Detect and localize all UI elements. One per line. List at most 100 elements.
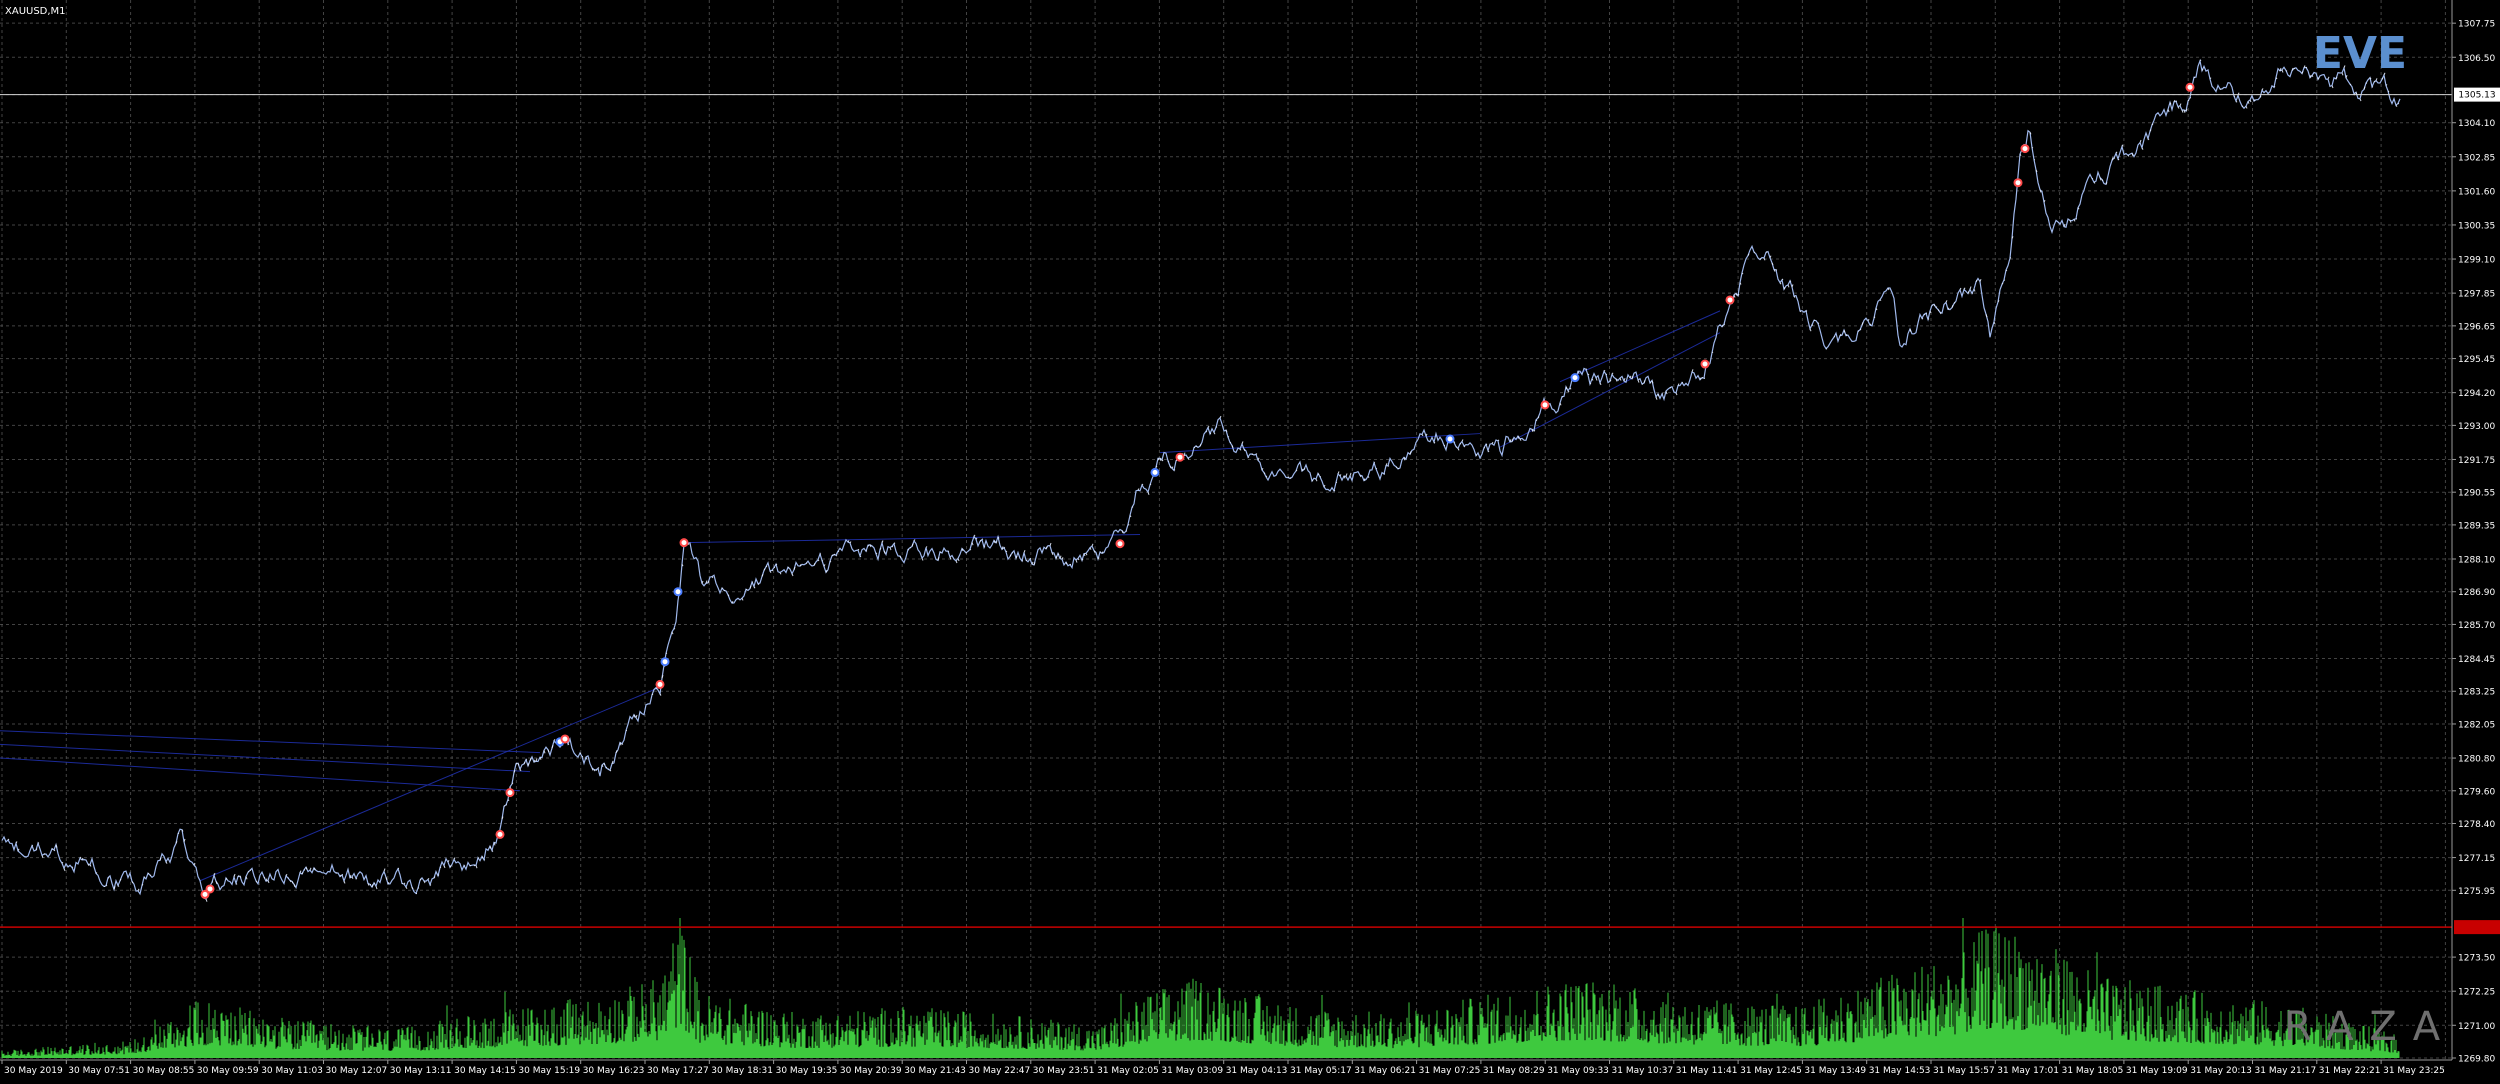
time-tick-label: 30 May 23:51 <box>1033 1066 1095 1076</box>
signal-marker <box>200 889 210 899</box>
trend-line <box>0 743 531 773</box>
price-tick-label: 1299.10 <box>2458 256 2495 266</box>
watermark-eve: EVE <box>2313 28 2407 79</box>
signal-marker <box>560 734 570 744</box>
time-tick-label: 30 May 07:51 <box>68 1066 130 1076</box>
time-tick-label: 30 May 18:31 <box>711 1066 773 1076</box>
price-tick-label: 1302.85 <box>2458 153 2495 163</box>
time-tick-label: 31 May 17:01 <box>1997 1066 2059 1076</box>
signal-marker <box>2020 144 2030 154</box>
time-tick-label: 31 May 12:45 <box>1740 1066 1802 1076</box>
time-tick-label: 31 May 09:33 <box>1547 1066 1609 1076</box>
price-tick-label: 1289.35 <box>2458 521 2495 531</box>
time-axis-labels: 30 May 2019 30 May 07:51 30 May 08:55 30 Ma… <box>1 1060 2445 1076</box>
price-tick-label: 1277.15 <box>2458 854 2495 864</box>
signal-marker <box>673 587 683 597</box>
price-tick-label: 1290.55 <box>2458 489 2495 499</box>
signal-marker <box>1175 452 1185 462</box>
time-tick-label: 30 May 21:43 <box>904 1066 966 1076</box>
time-tick-label: 31 May 05:17 <box>1290 1066 1352 1076</box>
time-tick-label: 30 May 20:39 <box>840 1066 902 1076</box>
price-tick-label: 1294.20 <box>2458 389 2495 399</box>
time-tick-label: 31 May 13:49 <box>1804 1066 1866 1076</box>
level-price-box <box>2454 920 2500 935</box>
price-tick-label: 1283.25 <box>2458 688 2495 698</box>
price-tick-label: 1286.90 <box>2458 588 2495 598</box>
price-line <box>1 58 2401 902</box>
price-tick-label: 1293.00 <box>2458 422 2495 432</box>
price-tick-label: 1284.45 <box>2458 655 2495 665</box>
time-tick-label: 31 May 04:13 <box>1226 1066 1288 1076</box>
signal-marker <box>1540 400 1550 410</box>
price-tick-label: 1288.10 <box>2458 555 2495 565</box>
time-tick-label: 31 May 23:25 <box>2383 1066 2445 1076</box>
time-tick-label: 31 May 02:05 <box>1097 1066 1159 1076</box>
time-tick-label: 31 May 22:21 <box>2319 1066 2381 1076</box>
time-tick-label: 31 May 14:53 <box>1869 1066 1931 1076</box>
time-tick-label: 31 May 20:13 <box>2190 1066 2252 1076</box>
signal-marker <box>205 884 215 894</box>
trend-line <box>1499 332 1721 448</box>
time-tick-label: 31 May 19:09 <box>2126 1066 2188 1076</box>
time-tick-label: 30 May 09:59 <box>197 1066 259 1076</box>
trend-line <box>0 757 521 792</box>
time-tick-label: 30 May 11:03 <box>261 1066 323 1076</box>
price-tick-label: 1307.75 <box>2458 20 2495 30</box>
signal-marker <box>1150 467 1160 477</box>
time-tick-label: 30 May 14:15 <box>454 1066 516 1076</box>
time-tick-label: 31 May 11:41 <box>1676 1066 1738 1076</box>
price-tick-label: 1278.40 <box>2458 820 2495 830</box>
signal-marker <box>1570 373 1580 383</box>
time-tick-label: 31 May 03:09 <box>1161 1066 1223 1076</box>
trend-line <box>684 533 1141 544</box>
time-tick-label: 30 May 16:23 <box>583 1066 645 1076</box>
horizontal-lines <box>0 94 2452 928</box>
signal-marker <box>655 679 665 689</box>
watermark-raza: RAZA <box>2284 1004 2456 1050</box>
time-tick-label: 30 May 2019 <box>4 1066 63 1076</box>
time-tick-label: 31 May 18:05 <box>2062 1066 2124 1076</box>
time-tick-label: 30 May 15:19 <box>518 1066 580 1076</box>
price-tick-label: 1271.00 <box>2458 1022 2495 1032</box>
signal-marker <box>1445 434 1455 444</box>
price-tick-label: 1285.70 <box>2458 621 2495 631</box>
current-price-box <box>2454 87 2500 102</box>
chart-symbol-title: XAUUSD,M1 <box>5 6 66 17</box>
time-tick-label: 30 May 08:55 <box>133 1066 195 1076</box>
price-series-ticks <box>7 59 2400 902</box>
signal-marker <box>660 657 670 667</box>
volume-bars <box>1 918 2400 1058</box>
price-axis[interactable] <box>2452 0 2500 1080</box>
signal-marker <box>495 829 505 839</box>
time-tick-label: 31 May 15:57 <box>1933 1066 1995 1076</box>
price-tick-label: 1273.50 <box>2458 954 2495 964</box>
price-tick-label: 1306.50 <box>2458 54 2495 64</box>
trend-line <box>0 730 541 754</box>
price-tick-label: 1295.45 <box>2458 355 2495 365</box>
trend-line <box>199 686 661 882</box>
time-tick-label: 30 May 17:27 <box>647 1066 709 1076</box>
time-tick-label: 30 May 12:07 <box>326 1066 388 1076</box>
time-tick-label: 31 May 06:21 <box>1354 1066 1416 1076</box>
price-tick-label: 1297.85 <box>2458 290 2495 300</box>
volume-histogram <box>1 918 2400 1058</box>
price-tick-label: 1272.25 <box>2458 988 2495 998</box>
price-tick-label: 1282.05 <box>2458 720 2495 730</box>
current-price-label: 1305.13 <box>2458 91 2495 101</box>
trend-lines <box>0 310 1721 882</box>
time-tick-label: 30 May 22:47 <box>969 1066 1031 1076</box>
price-tick-label: 1280.80 <box>2458 755 2495 765</box>
price-tick-label: 1275.95 <box>2458 887 2495 897</box>
price-tick-label: 1300.35 <box>2458 221 2495 231</box>
signal-marker <box>2185 82 2195 92</box>
price-tick-label: 1291.75 <box>2458 456 2495 466</box>
time-tick-label: 31 May 08:29 <box>1483 1066 1545 1076</box>
time-tick-label: 31 May 21:17 <box>2255 1066 2317 1076</box>
price-tick-label: 1279.60 <box>2458 787 2495 797</box>
time-tick-label: 31 May 07:25 <box>1419 1066 1481 1076</box>
price-tick-label: 1296.65 <box>2458 322 2495 332</box>
signal-marker <box>679 538 689 548</box>
